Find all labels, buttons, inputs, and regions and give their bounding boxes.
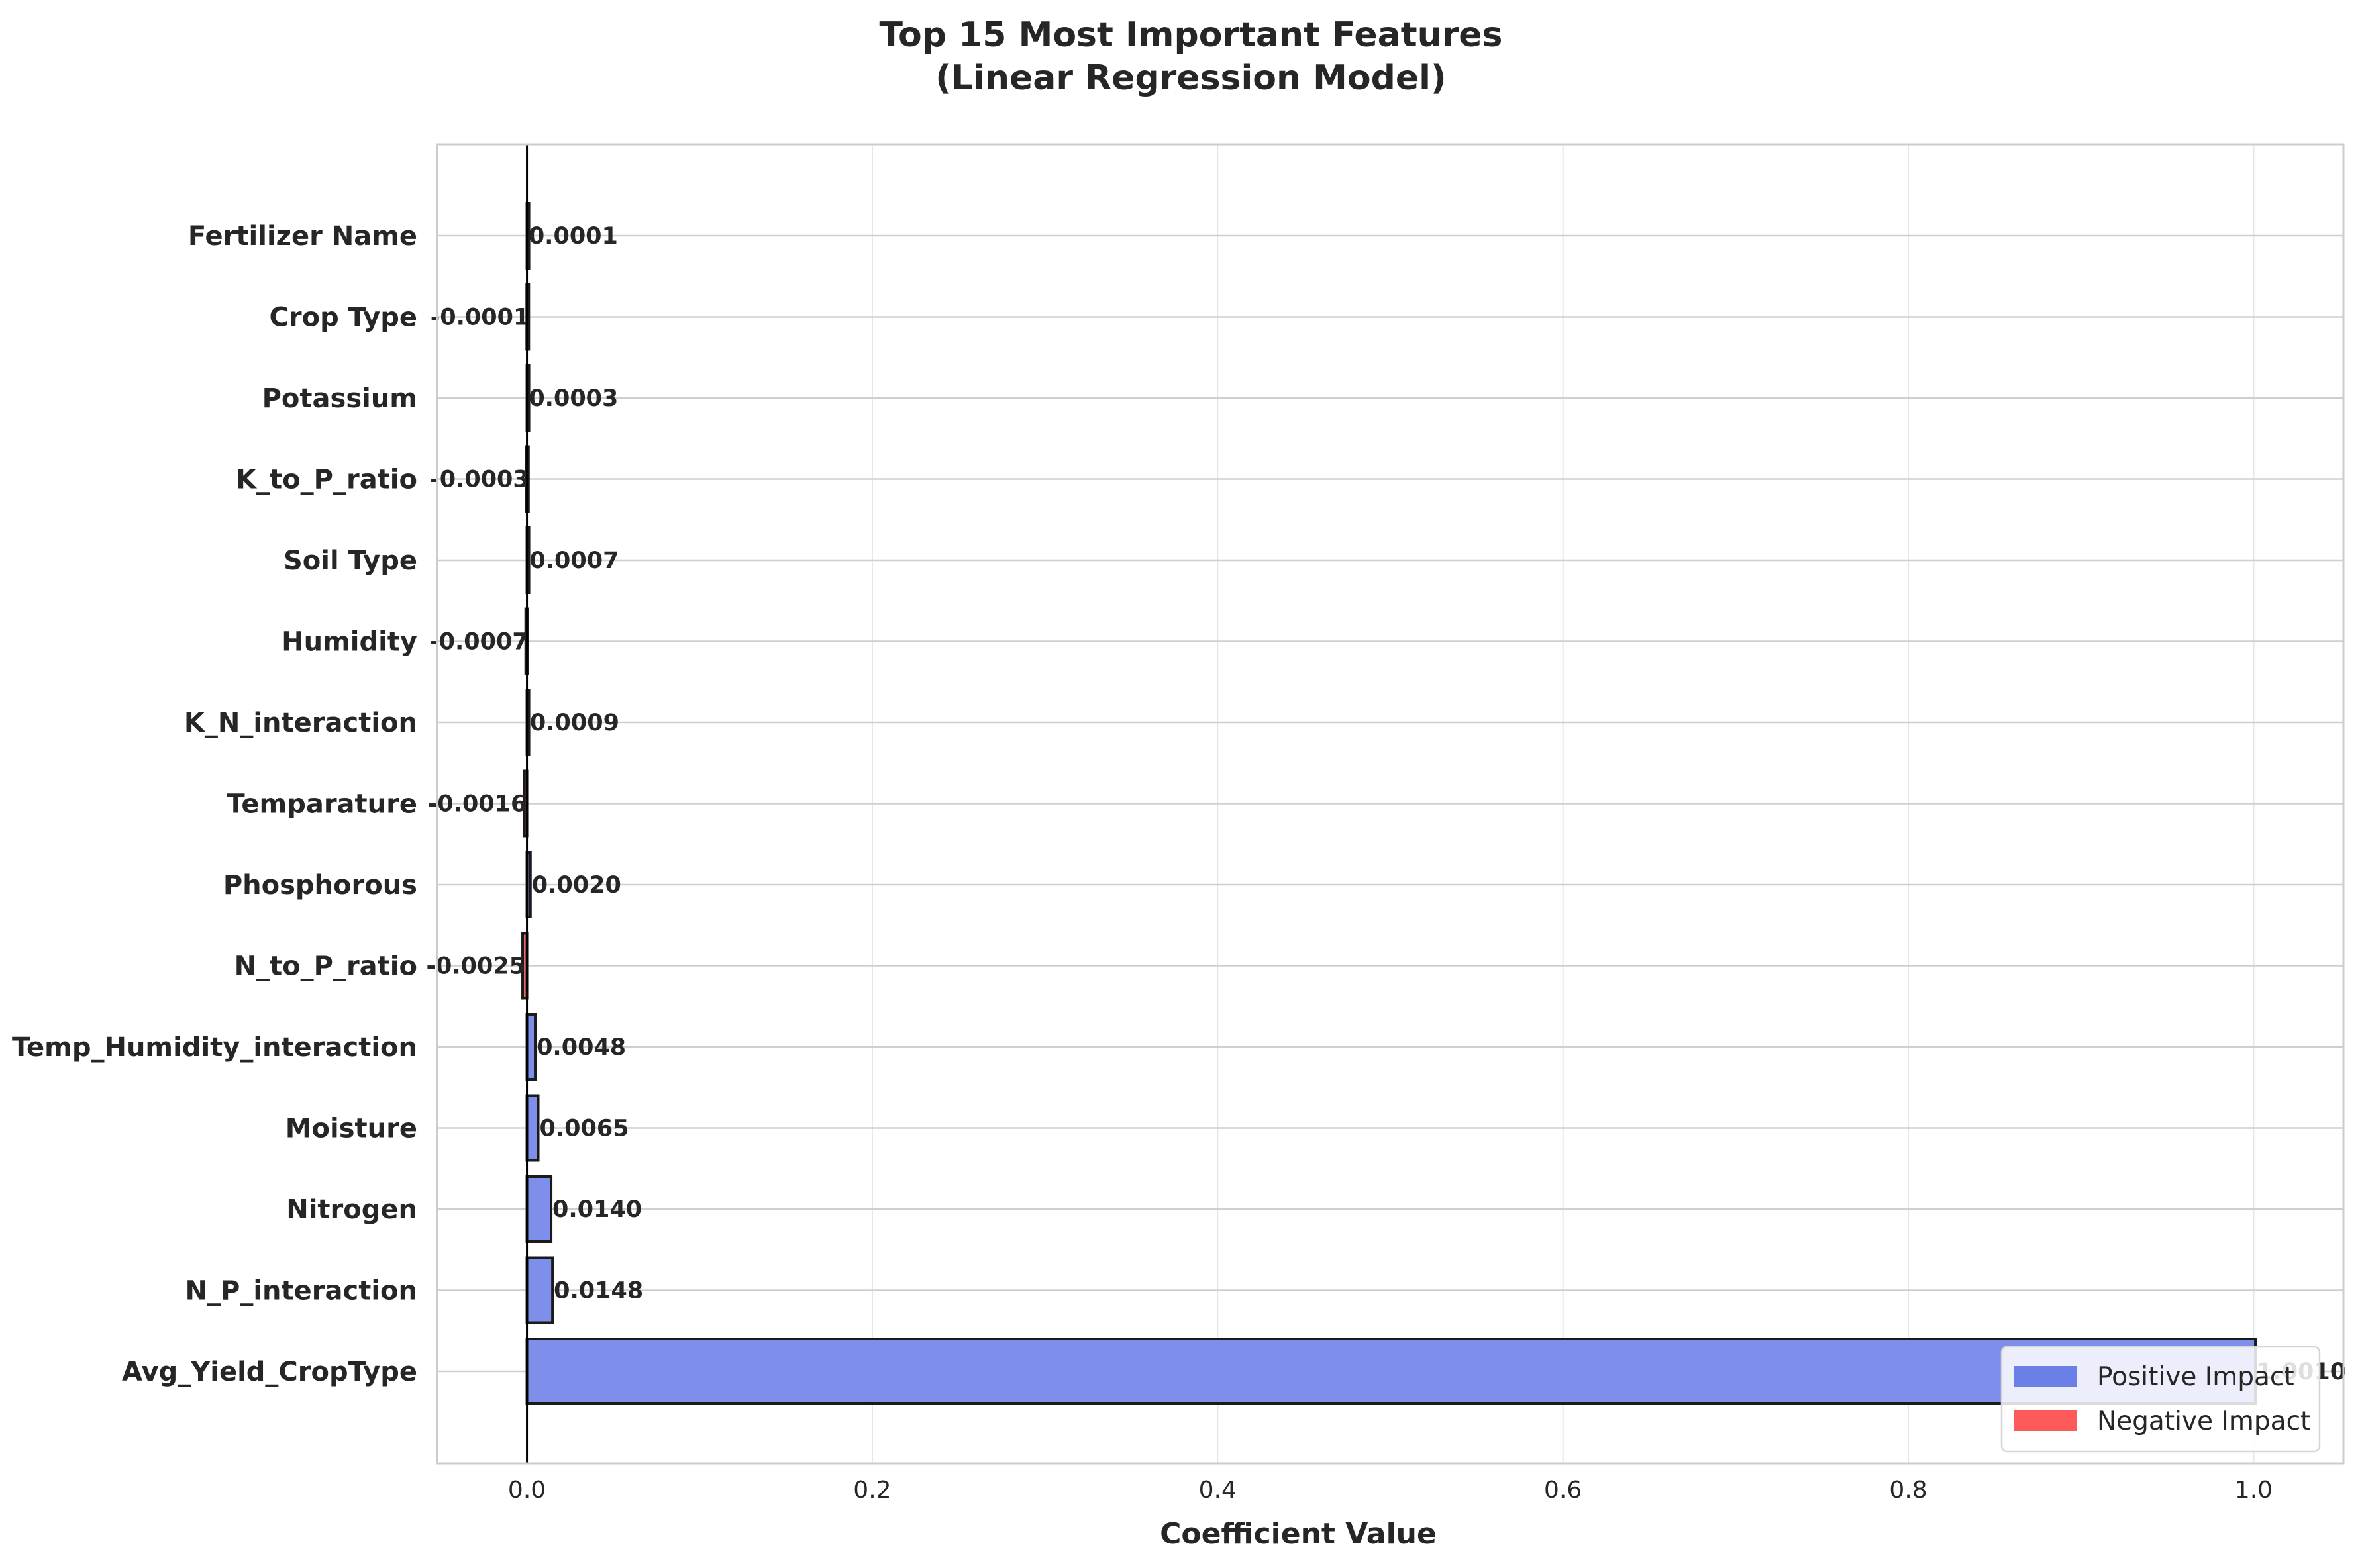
legend-swatch <box>2014 1366 2077 1387</box>
y-tick-label: N_to_P_ratio <box>234 952 417 982</box>
y-tick-label: Soil Type <box>283 546 417 576</box>
x-tick-label: 0.8 <box>1889 1477 1927 1504</box>
data-label: 0.0065 <box>540 1116 629 1142</box>
data-label: 0.0009 <box>530 710 619 736</box>
data-label: -0.0025 <box>426 954 525 980</box>
legend-label: Negative Impact <box>2097 1406 2310 1436</box>
data-label: 0.0007 <box>529 548 619 574</box>
x-axis-label: Coefficient Value <box>1160 1517 1437 1551</box>
y-tick-label: Nitrogen <box>286 1195 417 1225</box>
bar <box>525 1094 540 1162</box>
data-label: -0.0001 <box>431 305 530 331</box>
chart-title-line-2: (Linear Regression Model) <box>935 58 1446 98</box>
y-tick-label: Avg_Yield_CropType <box>122 1357 417 1387</box>
y-tick-label: Moisture <box>285 1114 417 1144</box>
data-label: 0.0003 <box>529 385 618 412</box>
x-tick-label: 0.6 <box>1544 1477 1582 1504</box>
data-label: -0.0007 <box>429 629 529 656</box>
plot-area: 0.00.20.40.60.81.0Avg_Yield_CropType1.00… <box>12 143 2346 1504</box>
x-tick-label: 0.2 <box>853 1477 891 1504</box>
x-tick-label: 1.0 <box>2235 1477 2273 1504</box>
bar <box>525 1256 554 1324</box>
data-label: 0.0001 <box>529 223 618 250</box>
data-label: 0.0140 <box>552 1197 642 1223</box>
y-tick-label: Phosphorous <box>223 870 417 901</box>
bar <box>525 1175 553 1243</box>
chart-title-line-1: Top 15 Most Important Features <box>879 15 1502 55</box>
plot-border <box>436 143 2345 1465</box>
legend-swatch <box>2014 1410 2077 1431</box>
y-tick-label: Crop Type <box>270 303 418 333</box>
y-tick-label: Temparature <box>227 789 417 820</box>
y-tick-label: K_N_interaction <box>184 708 417 738</box>
y-tick-label: Temp_Humidity_interaction <box>12 1032 417 1063</box>
legend-box <box>2000 1346 2321 1453</box>
legend-label: Positive Impact <box>2097 1362 2294 1392</box>
x-tick-label: 0.4 <box>1199 1477 1237 1504</box>
data-label: 0.0148 <box>554 1278 643 1304</box>
data-label: 0.0048 <box>537 1034 626 1061</box>
data-label: 0.0020 <box>532 872 621 899</box>
bar <box>525 1338 2257 1405</box>
y-tick-label: Potassium <box>262 383 417 414</box>
y-tick-label: K_to_P_ratio <box>236 465 417 495</box>
data-label: -0.0016 <box>428 791 527 818</box>
y-tick-label: Humidity <box>282 627 417 658</box>
data-label: -0.0003 <box>430 467 529 493</box>
x-tick-label: 0.0 <box>508 1477 546 1504</box>
y-tick-label: Fertilizer Name <box>188 221 417 252</box>
y-tick-label: N_P_interaction <box>185 1276 417 1306</box>
legend: Positive Impact Negative Impact <box>2000 1346 2321 1453</box>
bar <box>525 1013 537 1081</box>
